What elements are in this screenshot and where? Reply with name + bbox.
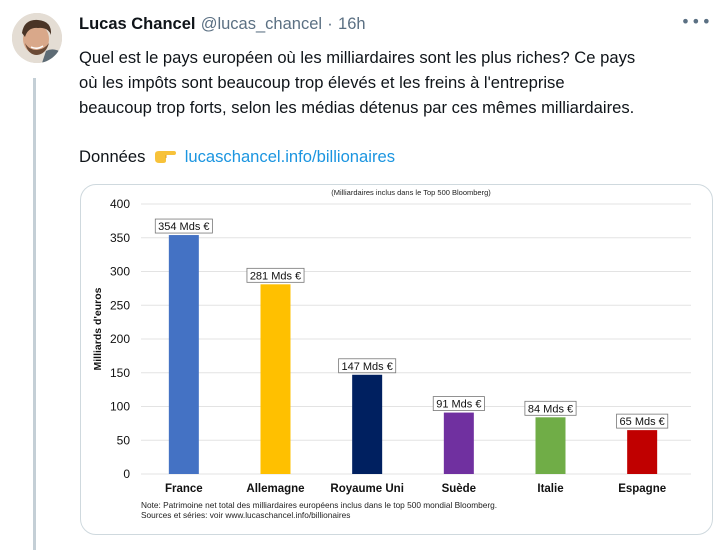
data-label-box bbox=[524, 400, 577, 416]
y-tick-label: 50 bbox=[117, 433, 131, 447]
bar-chart: (Milliardaires inclus dans le Top 500 Bl… bbox=[92, 188, 691, 520]
data-label-text: 65 Mds € bbox=[620, 416, 665, 428]
data-label-text: 91 Mds € bbox=[436, 399, 481, 411]
author-handle[interactable]: @lucas_chancel bbox=[200, 15, 323, 33]
x-category-label: Italie bbox=[537, 483, 563, 495]
y-tick-label: 300 bbox=[110, 265, 130, 279]
data-label-box bbox=[246, 267, 305, 283]
data-label-text: 84 Mds € bbox=[528, 403, 573, 415]
data-label-text: 354 Mds € bbox=[158, 221, 209, 233]
y-tick-label: 150 bbox=[110, 366, 130, 380]
data-label-text: 147 Mds € bbox=[341, 361, 392, 373]
tweet-header: Lucas Chancel @lucas_chancel · 16h bbox=[79, 14, 366, 34]
data-labels: 354 Mds € 281 Mds € 147 Mds € 91 Mds € 84 Md… bbox=[154, 218, 669, 429]
tweet-text-line: où les impôts sont beaucoup trop élevés … bbox=[79, 73, 565, 92]
chart-image-card[interactable]: (Milliardaires inclus dans le Top 500 Bl… bbox=[80, 184, 713, 535]
data-label: 65 Mds € bbox=[616, 413, 669, 429]
x-category-label: Espagne bbox=[618, 483, 666, 495]
bars bbox=[168, 235, 658, 474]
data-label-box bbox=[616, 413, 669, 429]
data-label: 354 Mds € bbox=[154, 218, 213, 234]
tweet-text-line: beaucoup trop forts, selon les médias dé… bbox=[79, 98, 635, 117]
y-tick-label: 100 bbox=[110, 400, 130, 414]
separator: · bbox=[327, 15, 333, 33]
data-label: 91 Mds € bbox=[432, 396, 485, 411]
x-category-label: Allemagne bbox=[246, 483, 304, 495]
y-tick-label: 250 bbox=[110, 298, 130, 312]
y-tick-label: 0 bbox=[123, 467, 130, 481]
gridlines bbox=[141, 203, 691, 475]
data-label-box bbox=[432, 396, 485, 411]
y-axis-label: Milliards d'euros bbox=[92, 287, 104, 370]
x-category-label: Royaume Uni bbox=[330, 483, 404, 495]
data-label-box bbox=[154, 218, 213, 234]
bar-royaume-uni bbox=[352, 374, 383, 474]
bar-italie bbox=[535, 417, 566, 474]
data-label: 281 Mds € bbox=[246, 267, 305, 283]
chart-subtitle: (Milliardaires inclus dans le Top 500 Bl… bbox=[331, 188, 491, 197]
bar-france bbox=[168, 235, 199, 474]
avatar[interactable] bbox=[12, 13, 62, 63]
bar-suède bbox=[443, 412, 474, 474]
data-label-text: 281 Mds € bbox=[250, 270, 301, 282]
timestamp[interactable]: 16h bbox=[338, 15, 366, 33]
x-axis-categories: France Allemagne Royaume Uni Suède Italie Esp… bbox=[165, 483, 666, 495]
x-category-label: France bbox=[165, 483, 203, 495]
x-category-label: Suède bbox=[442, 483, 477, 495]
data-label: 84 Mds € bbox=[524, 400, 577, 416]
tweet-text: Quel est le pays européen où les milliar… bbox=[79, 45, 719, 120]
avatar-photo bbox=[12, 13, 62, 63]
y-axis-ticks: 0 50 100 150 200 250 300 350 400 bbox=[110, 197, 130, 481]
chart-note: Note: Patrimoine net total des milliarda… bbox=[141, 500, 497, 510]
thread-line bbox=[33, 78, 36, 550]
donnees-label: Données bbox=[79, 147, 146, 166]
data-source-line: Données lucaschancel.info/billionaires bbox=[79, 147, 395, 167]
bar-espagne bbox=[627, 430, 658, 474]
y-tick-label: 350 bbox=[110, 231, 130, 245]
y-tick-label: 400 bbox=[110, 197, 130, 211]
bar-allemagne bbox=[260, 284, 291, 474]
author-name[interactable]: Lucas Chancel bbox=[79, 15, 196, 33]
backhand-index-pointing-right-icon bbox=[155, 151, 177, 163]
y-tick-label: 200 bbox=[110, 332, 130, 346]
more-horizontal-icon: ••• bbox=[680, 12, 712, 31]
data-label: 147 Mds € bbox=[338, 358, 397, 374]
chart-sources: Sources et séries: voir www.lucaschancel… bbox=[141, 510, 350, 520]
billionaires-link[interactable]: lucaschancel.info/billionaires bbox=[184, 147, 395, 166]
data-label-box bbox=[338, 358, 397, 374]
more-options-button[interactable]: ••• bbox=[681, 12, 712, 31]
tweet-text-line: Quel est le pays européen où les milliar… bbox=[79, 48, 636, 67]
